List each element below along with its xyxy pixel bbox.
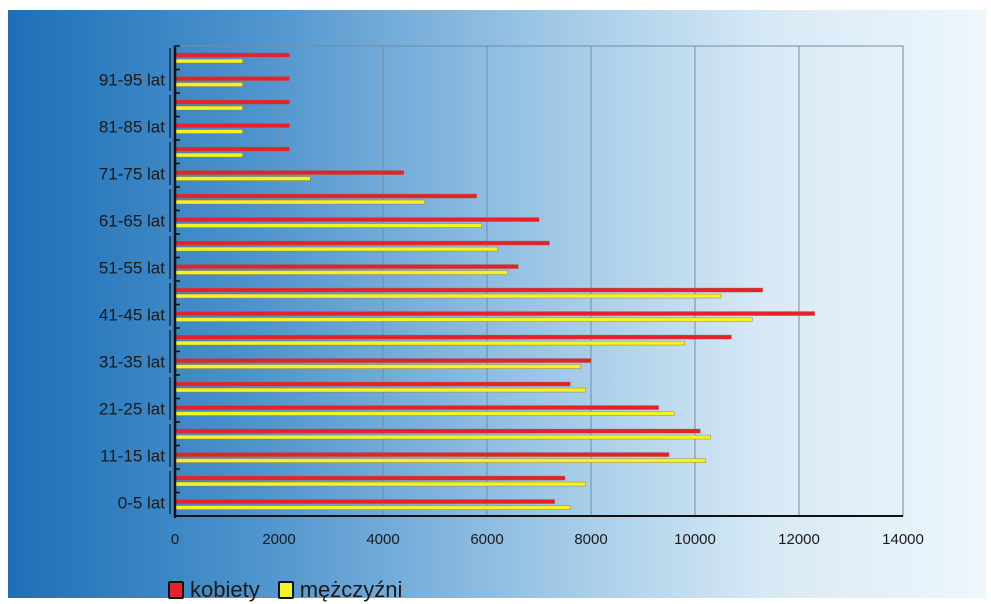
bar-mężczyźni-66-70 lat (174, 199, 425, 205)
bar-kobiety-66-70 lat (174, 193, 477, 199)
y-tick-label: 61-65 lat (99, 211, 165, 230)
y-tick-label: 11-15 lat (100, 446, 165, 465)
bar-kobiety-61-65 lat (174, 217, 540, 222)
bar-kobiety-26-30 lat (174, 381, 571, 387)
bar-kobiety-36-40 lat (174, 334, 732, 340)
legend-item-kobiety: kobiety (168, 577, 260, 603)
legend-label-kobiety: kobiety (190, 577, 260, 602)
legend-swatch-mezczyzni (277, 581, 294, 599)
y-tick-label: 41-45 lat (99, 305, 165, 324)
bar-kobiety-0-5 lat (174, 499, 555, 504)
y-tick-label: 91-95 lat (99, 70, 165, 89)
bar-kobiety-81-85 lat (174, 123, 290, 128)
bar-kobiety-41-45 lat (174, 311, 815, 316)
x-tick-label: 6000 (470, 531, 503, 548)
plot-border (174, 45, 904, 517)
bar-mężczyźni-91-95 lat (174, 82, 243, 87)
axes (169, 45, 903, 518)
legend-item-mezczyzni: mężczyźni (277, 577, 403, 603)
bar-mężczyźni-41-45 lat (174, 317, 753, 322)
y-tick-label: 51-55 lat (99, 258, 165, 277)
x-tick-label: 14000 (882, 531, 924, 548)
y-tick-label: 21-25 lat (99, 399, 165, 418)
bar-kobiety-6-10 lat (174, 475, 566, 481)
bar-kobiety-16-20 lat (174, 428, 701, 434)
legend-swatch-kobiety (168, 581, 184, 599)
bar-kobiety-56-60 lat (174, 240, 550, 246)
x-tick-label: 0 (171, 531, 179, 548)
bar-chart: 0-5 lat 11-15 lat 21-25 lat 31-35 lat 41-45 … (99, 45, 924, 548)
bar-mężczyźni-16-20 lat (174, 434, 711, 440)
bars (174, 52, 815, 510)
y-tick-label: 81-85 lat (99, 117, 165, 136)
bar-kobiety-31-35 lat (174, 358, 592, 363)
bar-mężczyźni-81-85 lat (174, 129, 243, 134)
x-tick-label: 12000 (778, 531, 820, 548)
bar-mężczyźni-86-90 lat (174, 105, 243, 111)
bar-mężczyźni-11-15 lat (174, 458, 706, 463)
y-tick-label: 71-75 lat (99, 164, 165, 183)
x-tick-label: 2000 (262, 531, 295, 548)
y-tick-label: 31-35 lat (99, 352, 165, 371)
bar-kobiety-96-100 lat (174, 52, 290, 58)
bar-mężczyźni-26-30 lat (174, 387, 586, 393)
bar-kobiety-11-15 lat (174, 452, 670, 457)
bar-mężczyźni-46-50 lat (174, 293, 722, 299)
bar-kobiety-91-95 lat (174, 76, 290, 81)
bar-mężczyźni-0-5 lat (174, 505, 571, 510)
bar-mężczyźni-61-65 lat (174, 223, 482, 228)
legend: kobiety mężczyźni (168, 576, 402, 604)
bar-mężczyźni-31-35 lat (174, 364, 581, 369)
y-tick-label: 0-5 lat (118, 493, 166, 512)
x-tick-label: 8000 (574, 531, 607, 548)
bar-kobiety-71-75 lat (174, 170, 405, 175)
bar-mężczyźni-56-60 lat (174, 246, 498, 252)
legend-label-mezczyzni: mężczyźni (299, 577, 403, 602)
bar-kobiety-51-55 lat (174, 264, 519, 269)
bar-mężczyźni-21-25 lat (174, 411, 675, 416)
x-tick-label: 10000 (674, 531, 716, 548)
tick-labels: 0-5 lat 11-15 lat 21-25 lat 31-35 lat 41-45 … (99, 70, 924, 548)
bar-mężczyźni-76-80 lat (174, 152, 243, 158)
bar-mężczyźni-96-100 lat (174, 58, 243, 64)
bar-kobiety-46-50 lat (174, 287, 763, 293)
chart-background: 0-5 lat 11-15 lat 21-25 lat 31-35 lat 41-45 … (8, 10, 986, 602)
gridlines (174, 45, 904, 517)
bar-mężczyźni-51-55 lat (174, 270, 508, 275)
bar-mężczyźni-6-10 lat (174, 481, 586, 487)
bar-kobiety-76-80 lat (174, 146, 290, 152)
bar-kobiety-21-25 lat (174, 405, 659, 410)
bar-kobiety-86-90 lat (174, 99, 290, 105)
bar-mężczyźni-36-40 lat (174, 340, 685, 346)
x-tick-label: 4000 (366, 531, 399, 548)
bar-mężczyźni-71-75 lat (174, 176, 311, 181)
